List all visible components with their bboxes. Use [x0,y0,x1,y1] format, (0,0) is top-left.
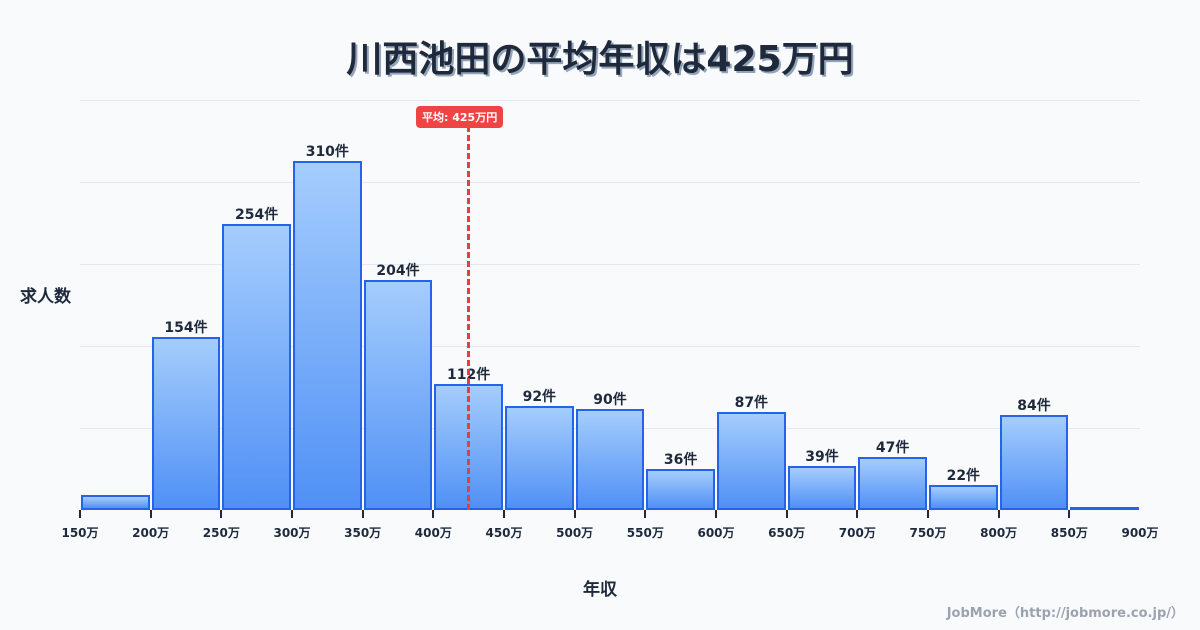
histogram-bar [929,485,998,510]
bar-value-label: 310件 [305,144,349,160]
histogram-bar [787,466,857,510]
x-tick [1068,510,1071,518]
x-tick-label: 400万 [414,526,452,540]
x-tick-label: 500万 [556,526,594,540]
x-tick-label: 450万 [485,526,523,540]
x-tick [432,510,435,518]
x-tick-label: 850万 [1050,526,1088,540]
x-tick [79,510,81,518]
average-badge: 平均: 425万円 [416,106,504,128]
x-tick-label: 300万 [273,526,311,540]
histogram-bar [1070,507,1139,510]
x-axis-label: 年収 [583,580,617,600]
bar-value-label: 254件 [235,207,279,223]
bar-value-label: 22件 [946,468,981,484]
x-tick-label: 800万 [980,526,1018,540]
x-tick-label: 350万 [344,526,382,540]
histogram-bar [151,337,221,510]
x-tick-label: 200万 [132,526,170,540]
x-tick [573,510,576,518]
x-tick [291,510,293,518]
histogram-bar [575,409,645,510]
average-line [467,126,470,510]
histogram-bar [646,469,715,510]
bar-value-label: 154件 [164,320,208,336]
x-tick [927,510,929,518]
bar-value-label: 204件 [376,263,420,279]
x-tick [715,510,717,518]
histogram-bar [999,415,1069,510]
x-tick-label: 150万 [61,526,99,540]
histogram-bar [717,412,786,510]
bar-value-label: 84件 [1017,398,1051,414]
credit-text: JobMore（http://jobmore.co.jp/） [946,606,1184,621]
y-axis-label: 求人数 [20,287,71,307]
x-tick [644,510,647,518]
histogram-bar [505,406,574,510]
histogram-bar [858,457,927,510]
x-tick [856,510,859,518]
x-tick [785,510,788,518]
histogram-bar [222,224,291,510]
gridline [80,182,1140,183]
x-tick [997,510,1000,518]
x-tick-label: 900万 [1121,526,1159,540]
bar-value-label: 47件 [875,440,910,456]
x-tick-label: 550万 [626,526,664,540]
histogram-bar [363,280,433,510]
x-tick-label: 700万 [838,526,876,540]
gridline [80,100,1140,101]
gridline [80,264,1140,265]
x-tick [361,510,364,518]
x-tick [149,510,152,518]
bar-value-label: 92件 [522,389,557,405]
plot-area: 154件 254件 310件 204件 112件 92件 90件 36件 87件 39件 47件 22… [80,100,1140,510]
x-tick-label: 750万 [909,526,947,540]
bar-value-label: 87件 [734,395,769,411]
bar-value-label: 90件 [593,392,627,408]
gridline [80,346,1140,347]
x-tick-label: 250万 [202,526,240,540]
x-tick-label: 600万 [697,526,735,540]
x-tick-label: 650万 [768,526,806,540]
x-tick [503,510,505,518]
chart-title: 川西池田の平均年収は425万円 [346,39,854,80]
histogram-bar [293,161,362,510]
bar-value-label: 36件 [663,452,698,468]
x-tick [220,510,223,518]
histogram-bar [81,495,150,510]
bar-value-label: 39件 [805,449,839,465]
